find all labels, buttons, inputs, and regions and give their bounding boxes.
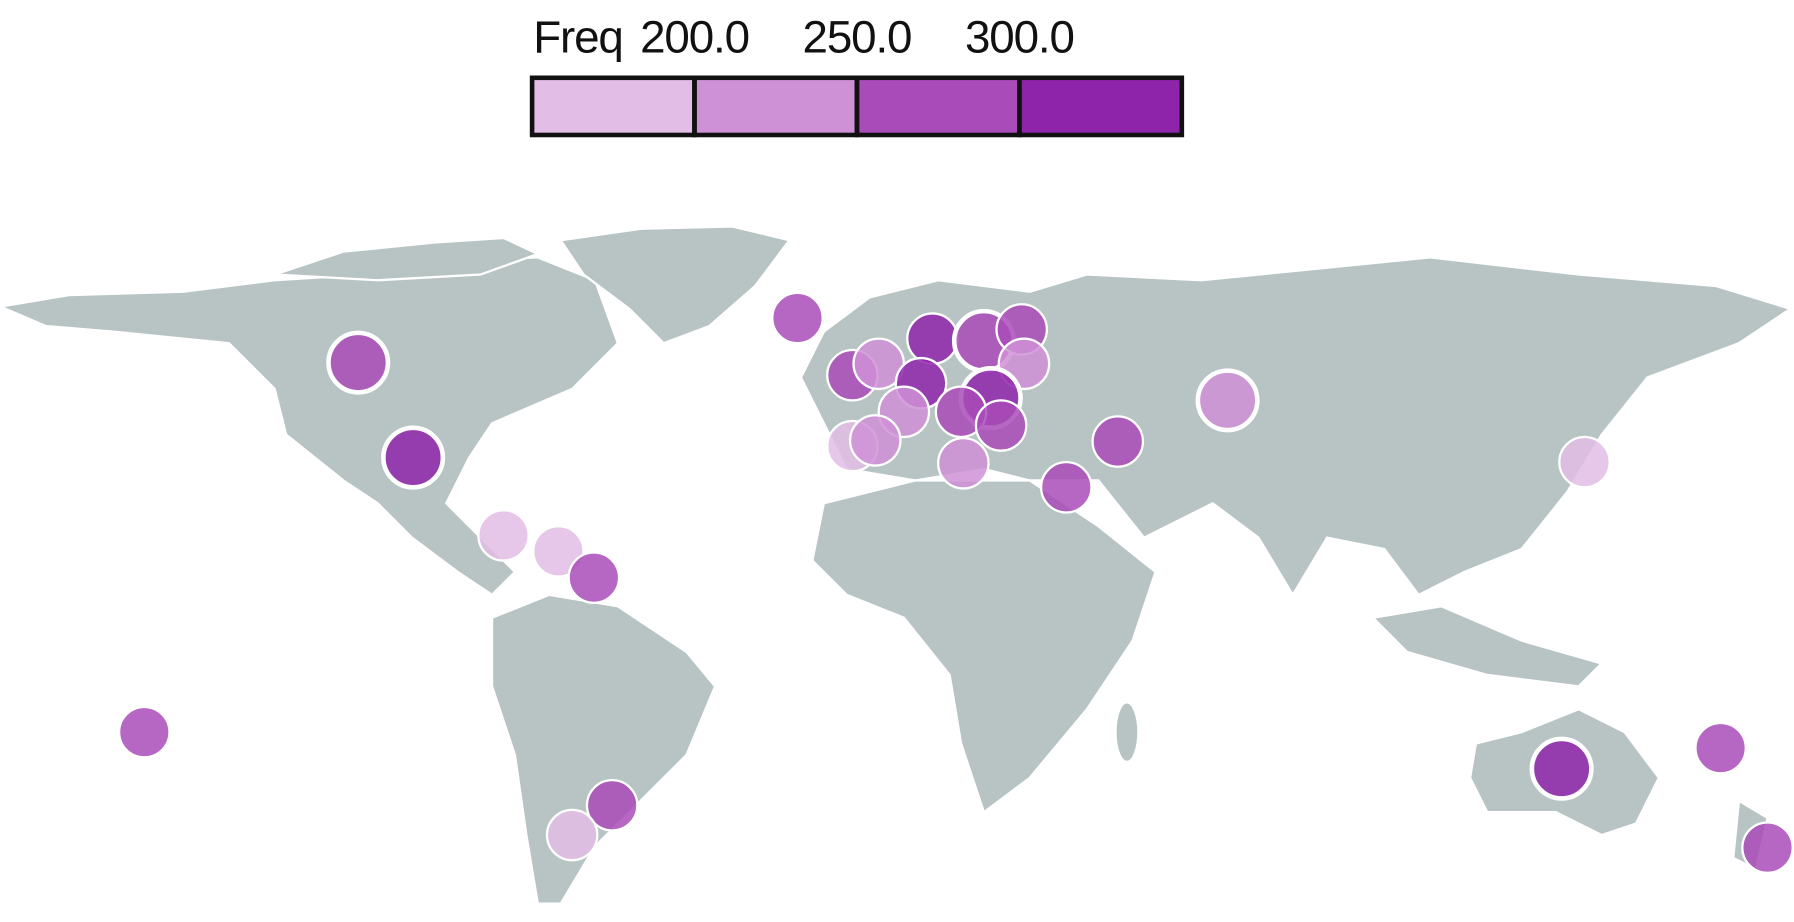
- legend-tick-label: 250.0: [803, 12, 912, 63]
- legend-swatch: [692, 75, 860, 138]
- legend-swatch: [854, 75, 1022, 138]
- legend-swatch: [1017, 75, 1185, 138]
- marker: [532, 525, 585, 578]
- marker: [906, 312, 959, 365]
- legend-swatch: [529, 75, 697, 138]
- marker: [477, 509, 530, 562]
- marker: [326, 330, 391, 395]
- marker: [771, 291, 824, 345]
- marker: [1558, 435, 1611, 489]
- legend-tick-label: 300.0: [965, 12, 1074, 63]
- marker: [381, 425, 446, 490]
- marker: [1529, 736, 1594, 801]
- basemap: [0, 225, 1794, 905]
- marker: [585, 779, 639, 832]
- land: [274, 236, 541, 282]
- land: [1114, 701, 1140, 763]
- marker: [545, 808, 599, 862]
- land: [1370, 605, 1604, 688]
- legend: Freq 200.0 250.0 300.0: [529, 12, 1185, 138]
- markers: [117, 291, 1794, 874]
- marker: [1039, 461, 1093, 514]
- legend-title: Freq: [533, 12, 623, 63]
- legend-tick-label: 200.0: [640, 12, 749, 63]
- marker: [974, 399, 1028, 452]
- marker: [117, 705, 171, 759]
- marker: [848, 414, 902, 467]
- marker: [1741, 821, 1794, 874]
- marker: [567, 551, 621, 604]
- marker: [1091, 415, 1145, 468]
- marker: [937, 436, 990, 490]
- land: [490, 593, 717, 905]
- marker: [1694, 721, 1747, 775]
- land: [811, 479, 1157, 815]
- land: [558, 225, 792, 345]
- marker: [1195, 368, 1260, 433]
